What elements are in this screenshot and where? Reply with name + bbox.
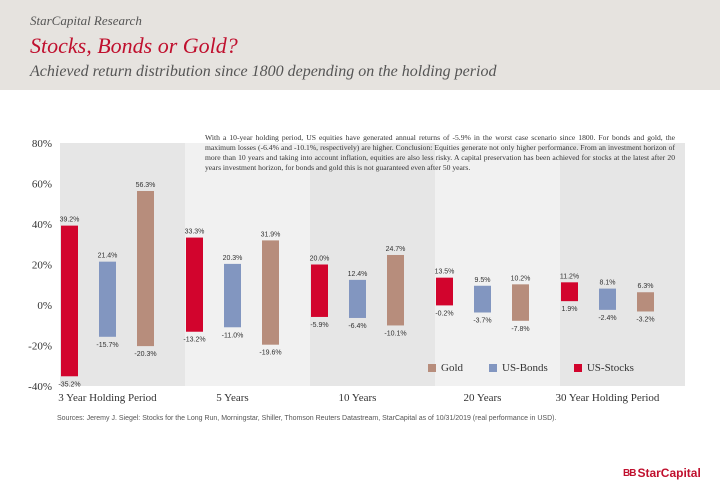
category-label: 10 Years bbox=[339, 392, 377, 404]
data-label-max: 6.3% bbox=[638, 283, 654, 290]
category-label: 30 Year Holding Period bbox=[556, 392, 660, 404]
data-label-min: -0.2% bbox=[435, 310, 453, 317]
starcapital-logo: BB StarCapital bbox=[623, 466, 701, 480]
data-label-max: 39.2% bbox=[60, 217, 80, 224]
chart-note: With a 10-year holding period, US equiti… bbox=[205, 133, 675, 172]
data-label-max: 56.3% bbox=[136, 182, 156, 189]
bar-stocks bbox=[436, 277, 453, 306]
y-tick-label: 80% bbox=[32, 138, 52, 150]
bar-bonds bbox=[599, 288, 616, 310]
data-label-min: -7.8% bbox=[511, 326, 529, 333]
category-label: 3 Year Holding Period bbox=[58, 392, 157, 404]
header-band: StarCapital Research Stocks, Bonds or Go… bbox=[0, 0, 720, 90]
data-label-max: 8.1% bbox=[600, 280, 616, 287]
category-band bbox=[435, 143, 560, 386]
legend-item-bonds: US-Bonds bbox=[489, 362, 548, 374]
data-label-max: 20.0% bbox=[310, 256, 330, 263]
data-label-min: -20.3% bbox=[134, 351, 156, 358]
category-band bbox=[185, 143, 310, 386]
data-label-max: 13.5% bbox=[435, 269, 455, 276]
bar-stocks bbox=[61, 225, 78, 377]
bar-gold bbox=[512, 284, 529, 321]
brand-label: StarCapital Research bbox=[30, 13, 142, 28]
logo-mark-icon: BB bbox=[623, 467, 636, 479]
y-tick-label: -40% bbox=[28, 381, 52, 393]
data-label-min: -11.0% bbox=[222, 332, 244, 339]
legend-swatch-stocks bbox=[573, 364, 582, 372]
category-label: 20 Years bbox=[464, 392, 502, 404]
data-label-min: -5.9% bbox=[310, 322, 328, 329]
data-label-min: -35.2% bbox=[58, 381, 80, 388]
y-tick-label: 20% bbox=[32, 260, 52, 272]
y-tick-label: 60% bbox=[32, 179, 52, 191]
data-label-max: 24.7% bbox=[386, 246, 406, 253]
legend-label-bonds: US-Bonds bbox=[502, 362, 548, 374]
data-label-max: 9.5% bbox=[475, 277, 491, 284]
category-band bbox=[60, 143, 185, 386]
data-label-max: 11.2% bbox=[560, 273, 579, 280]
legend-item-stocks: US-Stocks bbox=[573, 362, 634, 374]
y-tick-label: -20% bbox=[28, 341, 52, 353]
bar-gold bbox=[262, 240, 279, 345]
legend-swatch-bonds bbox=[489, 364, 497, 372]
data-label-min: -13.2% bbox=[183, 337, 205, 344]
data-label-max: 31.9% bbox=[261, 231, 281, 238]
data-label-min: -6.4% bbox=[348, 323, 366, 330]
category-band bbox=[560, 143, 685, 386]
data-label-min: -15.7% bbox=[96, 342, 118, 349]
data-label-max: 12.4% bbox=[348, 271, 368, 278]
bar-stocks bbox=[561, 282, 578, 302]
bar-stocks bbox=[311, 264, 328, 317]
page-title: Stocks, Bonds or Gold? bbox=[30, 33, 238, 58]
logo-text: StarCapital bbox=[637, 466, 701, 480]
legend-label-gold: Gold bbox=[441, 362, 463, 374]
legend-swatch-gold bbox=[428, 364, 436, 372]
data-label-min: -10.1% bbox=[384, 330, 406, 337]
data-label-min: -3.2% bbox=[636, 316, 654, 323]
bar-bonds bbox=[99, 261, 116, 337]
data-label-min: -3.7% bbox=[473, 317, 491, 324]
legend-label-stocks: US-Stocks bbox=[586, 362, 634, 374]
data-label-max: 10.2% bbox=[511, 275, 531, 282]
bar-gold bbox=[387, 254, 404, 326]
data-label-min: 1.9% bbox=[562, 306, 578, 313]
bar-bonds bbox=[474, 285, 491, 313]
data-label-min: -2.4% bbox=[598, 315, 616, 322]
y-tick-label: 0% bbox=[37, 300, 52, 312]
source-note: Sources: Jeremy J. Siegel: Stocks for th… bbox=[57, 415, 557, 422]
bar-stocks bbox=[186, 237, 203, 332]
data-label-max: 21.4% bbox=[98, 253, 118, 260]
bar-gold bbox=[637, 292, 654, 312]
bar-bonds bbox=[224, 263, 241, 328]
bar-bonds bbox=[349, 279, 366, 318]
data-label-max: 33.3% bbox=[185, 229, 205, 236]
legend-item-gold: Gold bbox=[428, 362, 463, 374]
page-subtitle: Achieved return distribution since 1800 … bbox=[30, 63, 497, 80]
data-label-max: 20.3% bbox=[223, 255, 243, 262]
category-band bbox=[310, 143, 435, 386]
chart-legend: Gold US-Bonds US-Stocks bbox=[428, 362, 634, 374]
category-label: 5 Years bbox=[216, 392, 248, 404]
y-tick-label: 40% bbox=[32, 219, 52, 231]
bar-gold bbox=[137, 190, 154, 347]
data-label-min: -19.6% bbox=[259, 350, 281, 357]
